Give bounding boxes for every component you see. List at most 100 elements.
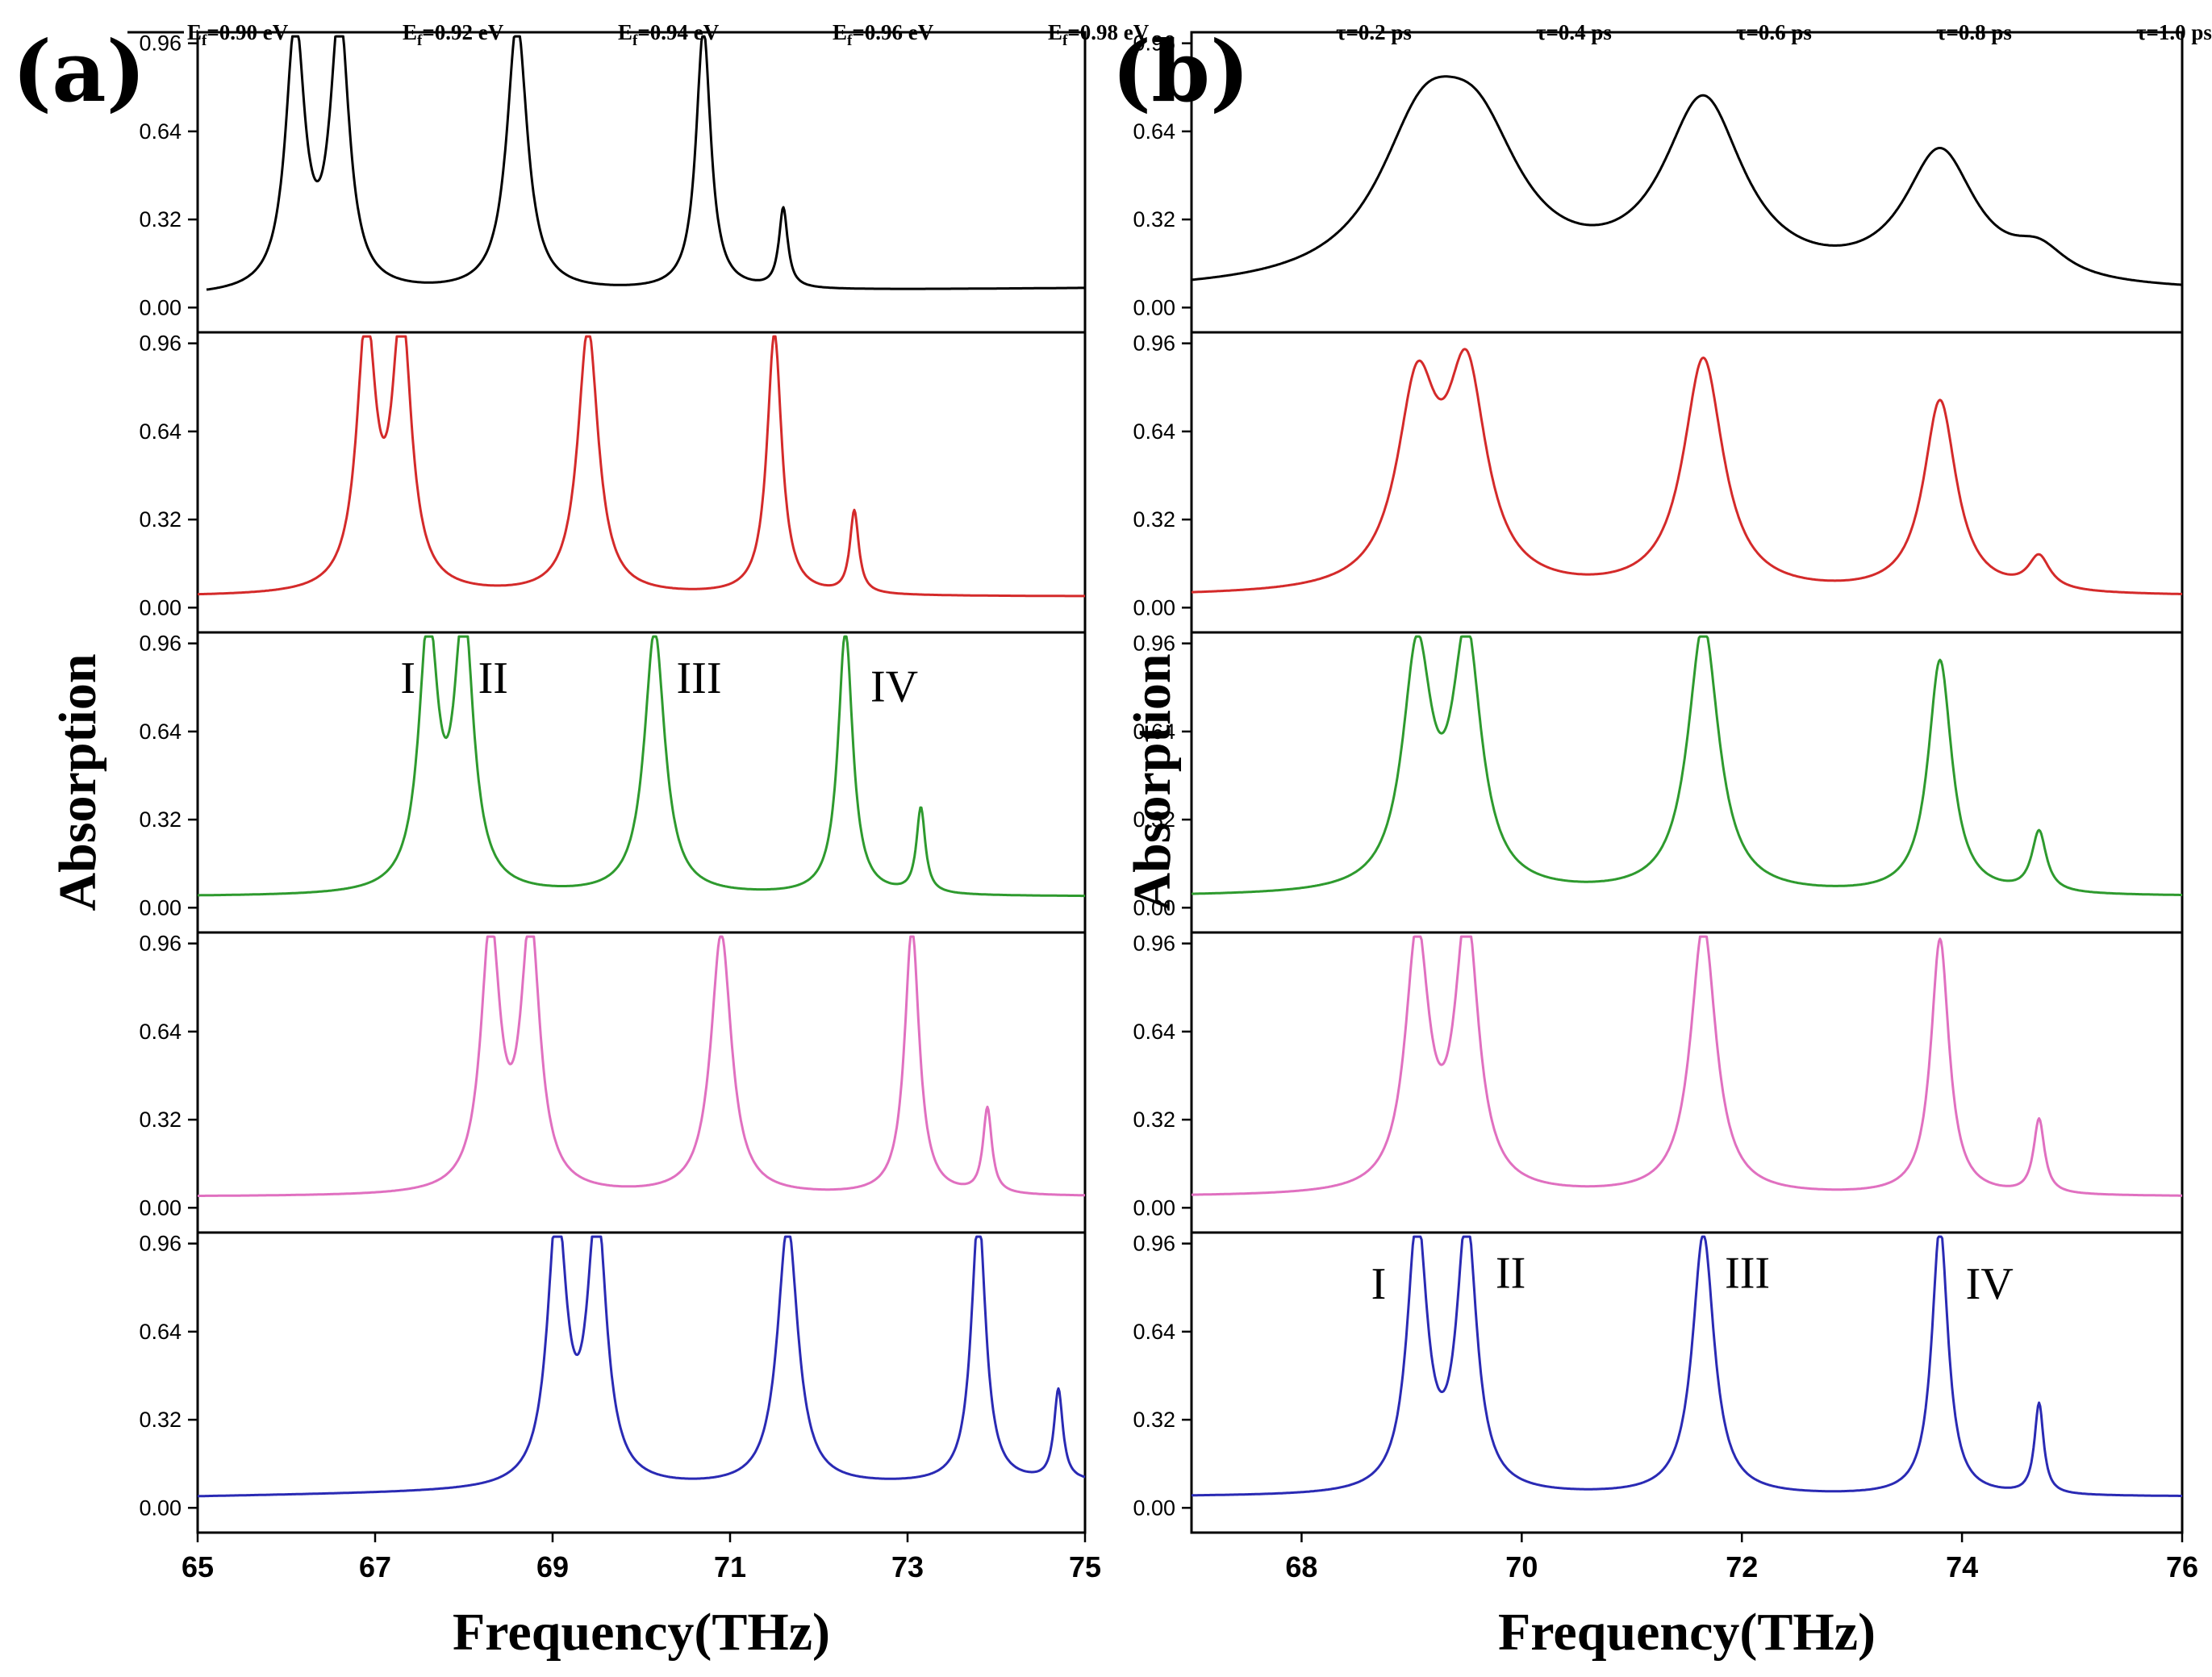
subplot-frame (196, 31, 1087, 334)
legend-entry: Ef=0.94 eV (618, 20, 720, 49)
y-tick-label: 0.32 (1133, 1108, 1175, 1132)
y-tick-label: 0.64 (139, 119, 182, 144)
legend-entry: Ef=0.90 eV (187, 20, 289, 49)
y-tick-label: 0.32 (1133, 1408, 1175, 1432)
y-tick-label: 0.64 (1133, 1020, 1175, 1044)
series-line (1191, 75, 2183, 286)
y-tick-label: 0.32 (1133, 207, 1175, 232)
y-tick-label: 0.96 (139, 632, 182, 656)
subplot-frame (1190, 931, 2184, 1234)
series-line (1191, 348, 2183, 595)
x-tick-label: 65 (182, 1550, 214, 1583)
panel-b: (b)0.000.320.640.960.000.320.640.960.000… (1112, 22, 2198, 1662)
x-tick-label: 68 (1285, 1550, 1317, 1583)
y-tick-label: 0.96 (1133, 31, 1175, 56)
legend-entry: Ef=0.92 eV (403, 20, 504, 49)
series-line (1191, 1235, 2183, 1497)
subplot-frame (196, 331, 1087, 634)
series-line (1191, 935, 2183, 1197)
panel-a: (a)0.000.320.640.960.000.320.640.960.000… (12, 22, 1101, 1662)
legend-entry: τ=1.0 ps (2136, 20, 2212, 44)
x-tick-label: 75 (1069, 1550, 1101, 1583)
peak-label: II (478, 653, 508, 703)
peak-label: III (1725, 1248, 1770, 1298)
x-tick-label: 71 (714, 1550, 746, 1583)
y-tick-label: 0.96 (139, 31, 182, 56)
y-tick-label: 0.64 (1133, 1320, 1175, 1344)
y-tick-label: 0.00 (139, 1496, 182, 1520)
series-line (197, 635, 1086, 898)
x-tick-label: 70 (1505, 1550, 1538, 1583)
legend-entry: τ=0.4 ps (1536, 20, 1612, 44)
subplot-row: 0.00 0.32 0.64 0.96 (1133, 631, 2184, 934)
y-axis-title: Absorption (48, 653, 107, 911)
peak-label: IV (870, 661, 918, 711)
y-tick-label: 0.96 (139, 932, 182, 956)
subplot-row: 0.00 0.32 0.64 0.96 (1133, 1231, 2184, 1542)
y-tick-label: 0.64 (139, 720, 182, 744)
peak-label: I (400, 653, 415, 703)
y-tick-label: 0.64 (139, 1320, 182, 1344)
subplot-row: 0.00 0.32 0.64 0.96 (139, 331, 1087, 634)
series-line (1191, 635, 2183, 896)
subplot-row: 0.00 0.32 0.64 0.96 (1133, 331, 2184, 634)
subplot-frame (1190, 31, 2184, 334)
peak-label: II (1496, 1248, 1525, 1298)
y-tick-label: 0.00 (1133, 1496, 1175, 1520)
y-tick-label: 0.00 (139, 895, 182, 920)
y-tick-label: 0.96 (1133, 332, 1175, 356)
y-tick-label: 0.64 (1133, 419, 1175, 444)
x-axis-title: Frequency(THz) (453, 1603, 830, 1662)
y-tick-label: 0.96 (1133, 632, 1175, 656)
y-tick-label: 0.32 (139, 807, 182, 832)
y-tick-label: 0.64 (139, 1020, 182, 1044)
peak-label: III (677, 653, 722, 703)
panel-label: (a) (12, 22, 146, 121)
subplot-frame (196, 931, 1087, 1234)
legend-entry: Ef=0.98 eV (1048, 20, 1150, 49)
peak-label: IV (1966, 1259, 2014, 1309)
subplot-frame (196, 1231, 1087, 1534)
subplot-frame (1190, 1231, 2184, 1534)
y-tick-label: 0.32 (139, 507, 182, 532)
y-tick-label: 0.00 (139, 1195, 182, 1220)
series-line (197, 1235, 1086, 1498)
subplot-row: 0.00 0.32 0.64 0.96 (139, 631, 1087, 934)
x-tick-label: 73 (891, 1550, 924, 1583)
y-tick-label: 0.00 (1133, 295, 1175, 319)
y-tick-label: 0.96 (1133, 932, 1175, 956)
subplot-frame (1190, 331, 2184, 634)
y-tick-label: 0.96 (139, 1232, 182, 1256)
subplot-row: 0.00 0.32 0.64 0.96 (1133, 931, 2184, 1234)
y-tick-label: 0.64 (1133, 119, 1175, 144)
x-tick-label: 67 (359, 1550, 391, 1583)
y-tick-label: 0.00 (1133, 1195, 1175, 1220)
legend-entry: τ=0.6 ps (1736, 20, 1812, 44)
x-tick-label: 74 (1946, 1550, 1978, 1583)
y-tick-label: 0.00 (1133, 895, 1175, 920)
legend-entry: τ=0.8 ps (1936, 20, 2012, 44)
subplot-row: 0.00 0.32 0.64 0.96 (1133, 31, 2184, 334)
y-tick-label: 0.32 (139, 1108, 182, 1132)
panel-label: (b) (1112, 22, 1250, 121)
x-tick-label: 69 (536, 1550, 569, 1583)
y-tick-label: 0.96 (1133, 1232, 1175, 1256)
y-tick-label: 0.00 (139, 295, 182, 319)
y-tick-label: 0.32 (1133, 807, 1175, 832)
subplot-row: 0.00 0.32 0.64 0.96 (139, 931, 1087, 1234)
x-axis-title: Frequency(THz) (1498, 1603, 1876, 1662)
y-tick-label: 0.64 (139, 419, 182, 444)
y-tick-label: 0.00 (1133, 595, 1175, 619)
x-tick-label: 76 (2166, 1550, 2198, 1583)
subplot-row: 0.00 0.32 0.64 0.96 (139, 31, 1087, 334)
y-tick-label: 0.32 (139, 1408, 182, 1432)
subplot-frame (1190, 631, 2184, 934)
y-axis-title: Absorption (1123, 653, 1182, 911)
subplot-row: 0.00 0.32 0.64 0.96 (139, 1231, 1087, 1542)
y-tick-label: 0.32 (1133, 507, 1175, 532)
series-line (197, 935, 1086, 1197)
y-tick-label: 0.64 (1133, 720, 1175, 744)
series-line (206, 35, 1086, 291)
legend-entry: τ=0.2 ps (1336, 20, 1412, 44)
